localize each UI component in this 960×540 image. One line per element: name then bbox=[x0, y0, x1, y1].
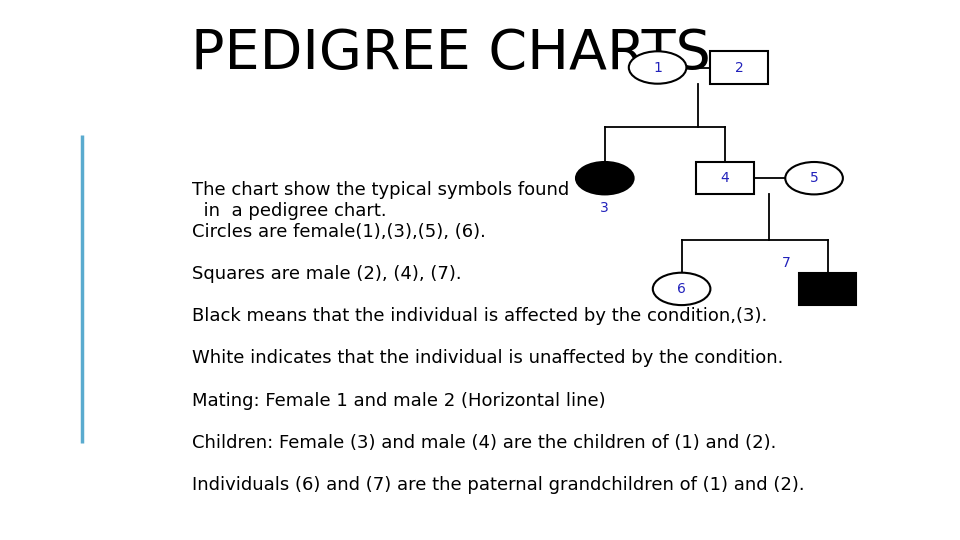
Text: Children: Female (3) and male (4) are the children of (1) and (2).: Children: Female (3) and male (4) are th… bbox=[192, 434, 777, 451]
Bar bbox=[799, 273, 856, 305]
Text: Circles are female(1),(3),(5), (6).: Circles are female(1),(3),(5), (6). bbox=[192, 223, 486, 241]
Circle shape bbox=[653, 273, 710, 305]
Text: 1: 1 bbox=[653, 60, 662, 75]
Bar bbox=[696, 162, 754, 194]
Text: 7: 7 bbox=[782, 256, 791, 270]
Text: The chart show the typical symbols found
  in  a pedigree chart.: The chart show the typical symbols found… bbox=[192, 181, 569, 220]
Circle shape bbox=[785, 162, 843, 194]
Text: Squares are male (2), (4), (7).: Squares are male (2), (4), (7). bbox=[192, 265, 462, 283]
Text: Black means that the individual is affected by the condition,(3).: Black means that the individual is affec… bbox=[192, 307, 767, 325]
Circle shape bbox=[576, 162, 634, 194]
Text: 2: 2 bbox=[734, 60, 744, 75]
Text: White indicates that the individual is unaffected by the condition.: White indicates that the individual is u… bbox=[192, 349, 783, 367]
Text: PEDIGREE CHARTS: PEDIGREE CHARTS bbox=[191, 27, 711, 81]
Bar bbox=[710, 51, 768, 84]
Text: Individuals (6) and (7) are the paternal grandchildren of (1) and (2).: Individuals (6) and (7) are the paternal… bbox=[192, 476, 804, 494]
Text: 3: 3 bbox=[600, 201, 610, 215]
Text: 4: 4 bbox=[720, 171, 730, 185]
Text: 5: 5 bbox=[809, 171, 819, 185]
Text: 6: 6 bbox=[677, 282, 686, 296]
Text: Mating: Female 1 and male 2 (Horizontal line): Mating: Female 1 and male 2 (Horizontal … bbox=[192, 392, 606, 409]
Circle shape bbox=[629, 51, 686, 84]
